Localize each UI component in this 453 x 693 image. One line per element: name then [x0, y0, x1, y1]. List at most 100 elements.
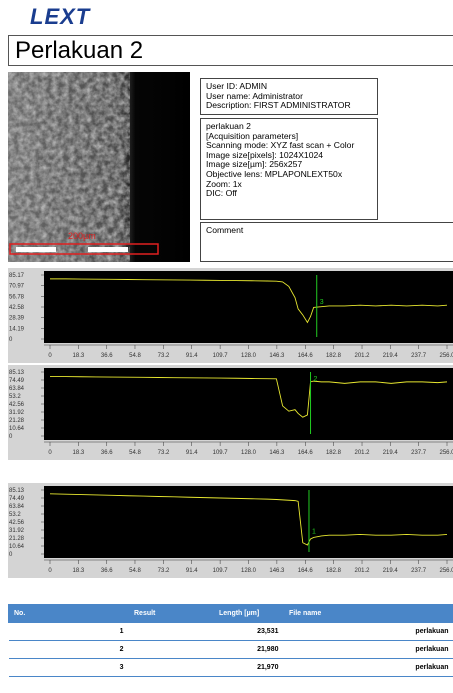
x-tick-label: 54.8	[129, 353, 141, 359]
x-tick-label: 54.8	[129, 450, 141, 456]
info-line: Objective lens: MPLAPONLEXT50x	[206, 168, 343, 179]
column-header: File name	[283, 604, 453, 623]
y-tick-label: 42.56	[9, 520, 25, 526]
info-line: Image size[µm]: 256x257	[206, 159, 303, 170]
table-cell: 1	[8, 622, 129, 641]
x-tick-label: 36.6	[101, 450, 113, 456]
profile-panel: 0 10.64 21.28 31.92 42.56 53.2 63.84 74.49 85.13…	[8, 365, 453, 460]
table-header: No. Result Length [µm] File name	[8, 604, 453, 623]
profile-chart: 0 14.19 28.39 42.58 56.78 70.97 85.17 0 18.3 36.6…	[8, 268, 453, 363]
table-cell: 2	[8, 640, 129, 659]
x-tick-label: 0	[48, 568, 52, 574]
y-tick-label: 85.17	[9, 273, 25, 279]
profile-panel: 0 10.64 21.28 31.92 42.56 53.2 63.84 74.49 85.13…	[8, 483, 453, 578]
table-cell	[128, 622, 214, 641]
y-tick-label: 63.84	[9, 504, 25, 510]
table-body: 1 23,531 perlakuan 2 21,980 perlakuan 3 21,970 p…	[8, 622, 453, 677]
profile-chart: 0 10.64 21.28 31.92 42.56 53.2 63.84 74.49 85.13…	[8, 483, 453, 578]
x-tick-label: 201.2	[355, 568, 371, 574]
profile-line	[50, 278, 448, 324]
column-header: No.	[8, 604, 129, 623]
profile-line	[49, 493, 448, 546]
column-header: Length [µm]	[213, 604, 284, 623]
y-tick-label: 10.64	[9, 544, 25, 550]
table-row: 1 23,531 perlakuan	[8, 622, 453, 641]
x-tick-label: 18.3	[73, 353, 85, 359]
x-tick-label: 91.4	[186, 450, 198, 456]
x-tick-label: 256.0	[439, 450, 453, 456]
x-tick-label: 219.4	[383, 450, 399, 456]
x-tick-label: 54.8	[129, 568, 141, 574]
x-tick-label: 109.7	[213, 568, 229, 574]
table-row: 3 21,970 perlakuan	[8, 658, 453, 677]
table-cell: perlakuan	[283, 640, 453, 659]
info-line: [Acquisition parameters]	[206, 130, 299, 141]
x-tick-label: 73.2	[158, 450, 170, 456]
y-tick-label: 0	[9, 552, 13, 558]
x-tick-label: 219.4	[383, 353, 399, 359]
table-row: 2 21,980 perlakuan	[8, 640, 453, 659]
table-cell	[128, 640, 214, 659]
table-cell: 3	[8, 658, 129, 677]
x-tick-label: 219.4	[383, 568, 399, 574]
report-title: Perlakuan 2	[8, 35, 453, 66]
x-tick-label: 182.8	[326, 450, 342, 456]
x-tick-label: 256.0	[439, 353, 453, 359]
marker-label: 2	[314, 376, 318, 383]
logo: LEXT	[30, 4, 91, 29]
x-tick-label: 128.0	[241, 353, 257, 359]
y-tick-label: 10.64	[9, 426, 25, 432]
info-line: Zoom: 1x	[206, 178, 242, 189]
profile-chart: 0 10.64 21.28 31.92 42.56 53.2 63.84 74.49 85.13…	[8, 365, 453, 460]
y-tick-label: 28.39	[9, 316, 25, 322]
info-line: Image size[pixels]: 1024X1024	[206, 149, 324, 160]
x-tick-label: 73.2	[158, 568, 170, 574]
comment-box: Comment	[200, 222, 453, 262]
info-line: DIC: Off	[206, 188, 237, 199]
profile-panel: 0 14.19 28.39 42.58 56.78 70.97 85.17 0 18.3 36.6…	[8, 268, 453, 363]
y-tick-label: 70.97	[9, 284, 25, 290]
x-tick-label: 0	[48, 353, 52, 359]
x-tick-label: 237.7	[411, 568, 427, 574]
info-line: perlakuan 2	[206, 121, 251, 131]
x-tick-label: 146.3	[269, 353, 285, 359]
table-cell: perlakuan	[283, 622, 453, 641]
x-tick-label: 146.3	[269, 568, 285, 574]
x-tick-label: 18.3	[73, 568, 85, 574]
x-tick-label: 36.6	[101, 568, 113, 574]
x-tick-label: 237.7	[411, 450, 427, 456]
info-line: Description: FIRST ADMINISTRATOR	[206, 100, 351, 111]
user-info: User ID: ADMIN User name: Administrator De…	[200, 78, 378, 115]
x-tick-label: 91.4	[186, 568, 198, 574]
comment-label: Comment	[206, 225, 244, 235]
x-tick-label: 164.6	[298, 450, 314, 456]
plot-area	[44, 271, 453, 343]
y-tick-label: 21.28	[9, 536, 25, 542]
y-tick-label: 0	[9, 434, 13, 440]
y-tick-label: 74.49	[9, 378, 25, 384]
x-tick-label: 182.8	[326, 353, 342, 359]
x-tick-label: 164.6	[298, 353, 314, 359]
column-header: Result	[128, 604, 214, 623]
y-tick-label: 74.49	[9, 496, 25, 502]
y-tick-label: 42.56	[9, 402, 25, 408]
x-tick-label: 128.0	[241, 450, 257, 456]
x-tick-label: 109.7	[213, 353, 229, 359]
x-tick-label: 109.7	[213, 450, 229, 456]
y-tick-label: 53.2	[9, 512, 21, 518]
table-cell: 23,531	[213, 622, 284, 641]
y-tick-label: 42.58	[9, 305, 25, 311]
x-tick-label: 0	[48, 450, 52, 456]
micrograph: 200µm	[8, 72, 190, 262]
results-table: No. Result Length [µm] File name 1 23,531 per…	[8, 604, 453, 677]
marker-label: 1	[312, 528, 316, 535]
x-tick-label: 164.6	[298, 568, 314, 574]
marker-label: 3	[320, 299, 324, 306]
x-tick-label: 237.7	[411, 353, 427, 359]
y-tick-label: 31.92	[9, 410, 25, 416]
plot-area	[44, 368, 453, 440]
x-tick-label: 73.2	[158, 353, 170, 359]
x-tick-label: 128.0	[241, 568, 257, 574]
x-tick-label: 201.2	[355, 353, 371, 359]
